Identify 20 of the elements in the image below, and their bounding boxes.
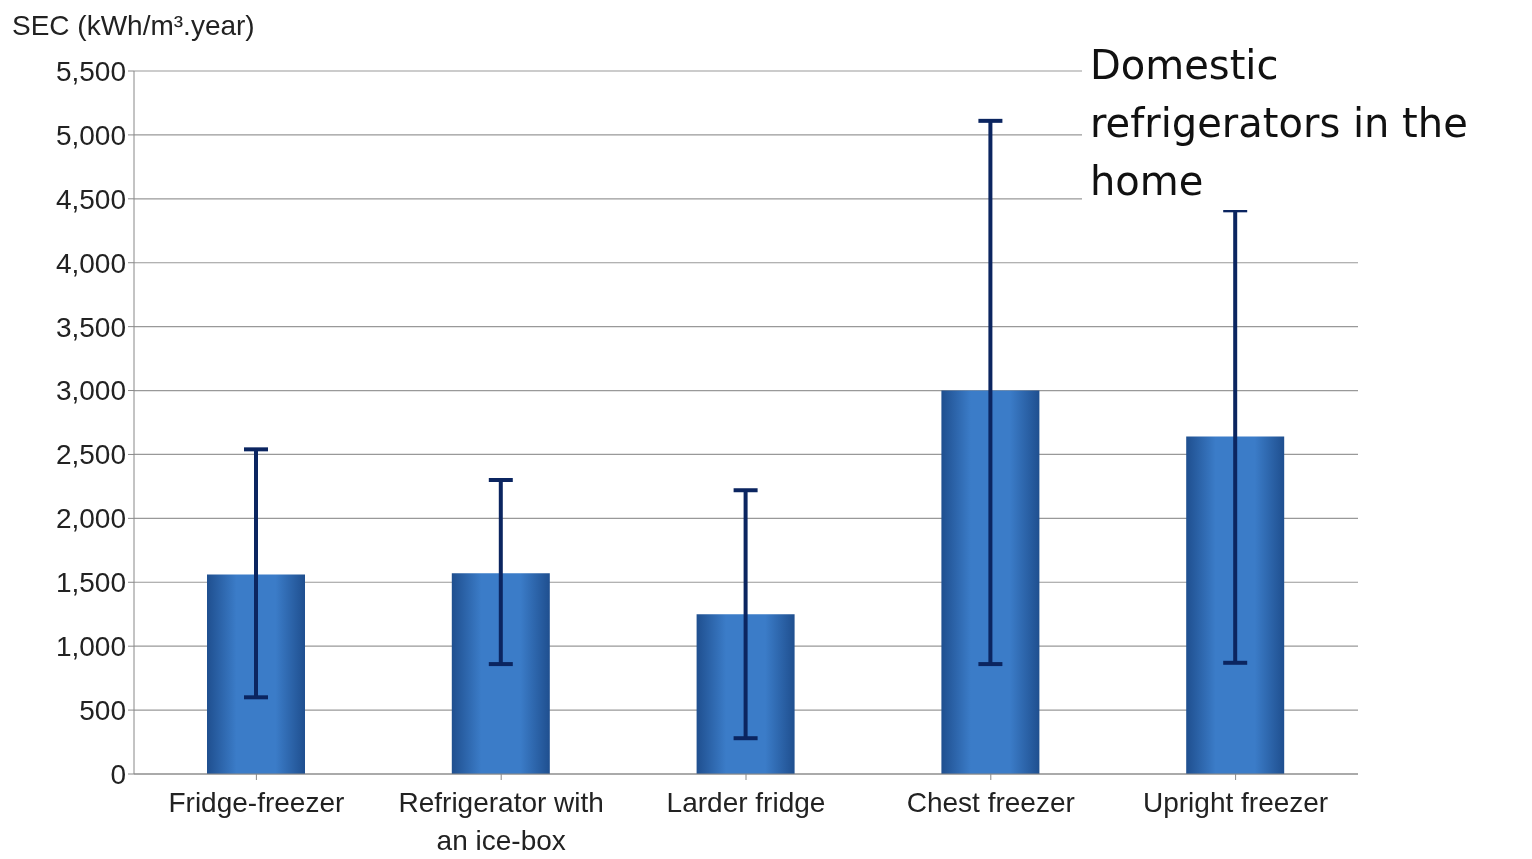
y-tick-label: 5,000 [55,119,126,151]
y-tick-label: 0 [110,758,126,790]
y-tick-label: 2,500 [55,439,126,471]
y-tick-label: 1,500 [55,567,126,599]
bar [451,573,550,774]
x-tick-label: Upright freezer [1143,787,1329,818]
y-tick-label: 2,000 [55,503,126,535]
y-tick-label: 1,000 [55,631,126,663]
y-axis-title: SEC (kWh/m³.year) [12,10,255,41]
y-tick-label: 5,500 [55,55,126,87]
x-tick-label: Chest freezer [906,787,1075,818]
y-tick-label: 500 [79,695,126,727]
x-tick-label: Fridge-freezer [168,787,345,818]
x-tick-label: Larder fridge [666,787,826,818]
y-tick-label: 4,500 [55,183,126,215]
y-tick-label: 3,500 [55,311,126,343]
x-tick-label: Refrigerator with an ice-box [398,787,604,856]
y-tick-label: 4,000 [55,247,126,279]
text: Domestic refrigerators in the home [1090,42,1468,204]
y-tick-label: 3,000 [55,375,126,407]
